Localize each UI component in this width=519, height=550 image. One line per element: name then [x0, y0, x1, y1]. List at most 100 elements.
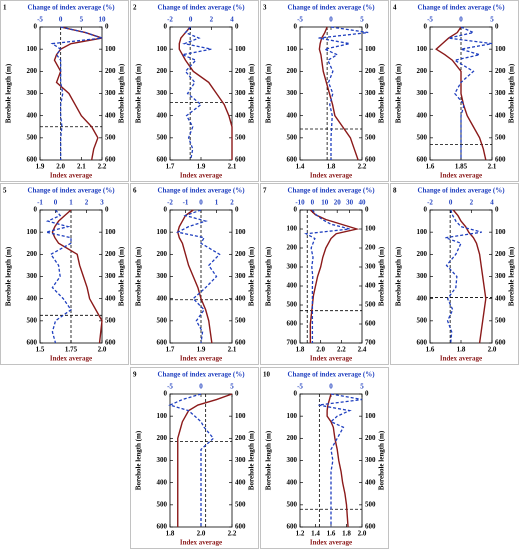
x-tick-label: 2.2: [98, 163, 107, 171]
y-tick-label: 400: [157, 111, 168, 119]
y-axis-label: Borehole length (m): [135, 63, 143, 123]
x2-tick-label: -2: [167, 199, 173, 207]
y2-axis-label: Borehole length (m): [508, 63, 516, 123]
x2-tick-label: -1: [37, 199, 43, 207]
y-axis-label: Borehole length (m): [265, 430, 273, 490]
y-tick-label: 300: [157, 272, 168, 280]
panel-label: 4: [393, 4, 397, 12]
y2-tick-label: 0: [495, 23, 499, 31]
y-tick-label: 300: [27, 89, 38, 97]
change-line: [50, 26, 103, 160]
y-tick-label: 600: [27, 156, 38, 164]
y-axis-label: Borehole length (m): [135, 246, 143, 306]
x2-tick-label: 10: [321, 199, 329, 207]
y-tick-label: 500: [27, 133, 38, 141]
y2-tick-label: 0: [365, 23, 369, 31]
x-tick-label: 2.1: [228, 163, 237, 171]
panel-label: 5: [3, 187, 7, 195]
x2-tick-label: 2: [230, 199, 234, 207]
y2-tick-label: 500: [105, 316, 116, 324]
y-tick-label: 500: [157, 133, 168, 141]
x-tick-label: 1.9: [197, 346, 206, 354]
y-tick-label: 200: [417, 250, 428, 258]
x2-axis-label: Change of index average (%): [417, 187, 505, 195]
x2-axis-label: Change of index average (%): [157, 4, 245, 12]
x2-axis-label: Change of index average (%): [287, 371, 375, 379]
x2-tick-label: -2: [427, 199, 433, 207]
y-tick-label: 400: [287, 478, 298, 486]
y-tick-label: 600: [417, 156, 428, 164]
y2-tick-label: 600: [495, 339, 506, 347]
y2-tick-label: 0: [235, 23, 239, 31]
y2-tick-label: 400: [495, 294, 506, 302]
x2-tick-label: -5: [427, 16, 433, 24]
change-line: [168, 393, 215, 527]
change-line: [445, 209, 482, 344]
y2-tick-label: 600: [365, 156, 376, 164]
x-axis-label: Index average: [310, 172, 352, 180]
y2-axis-label: Borehole length (m): [248, 246, 256, 306]
panel-border: [130, 367, 259, 549]
y2-tick-label: 0: [365, 390, 369, 398]
y-tick-label: 200: [27, 250, 38, 258]
y2-axis-label: Borehole length (m): [508, 246, 516, 306]
y-tick-label: 300: [417, 89, 428, 97]
index-line: [326, 393, 349, 528]
y-tick-label: 500: [157, 500, 168, 508]
x2-tick-label: 40: [359, 199, 367, 207]
x2-tick-label: 0: [329, 16, 333, 24]
x2-tick-label: 10: [99, 16, 107, 24]
x-axis-label: Index average: [440, 355, 482, 363]
x-tick-label: 1.6: [426, 163, 435, 171]
panel-border: [260, 0, 389, 182]
y-tick-label: 600: [157, 156, 168, 164]
x-axis-label: Index average: [440, 172, 482, 180]
x2-tick-label: 0: [199, 383, 203, 391]
x-axis-label: Index average: [50, 355, 92, 363]
panel-border: [0, 183, 129, 365]
change-line: [180, 26, 212, 161]
y-tick-label: 300: [157, 456, 168, 464]
index-line: [177, 209, 213, 344]
panel-label: 6: [133, 187, 137, 195]
y2-tick-label: 600: [235, 156, 246, 164]
y-tick-label: 300: [417, 272, 428, 280]
y2-tick-label: 500: [495, 133, 506, 141]
y-tick-label: 200: [287, 244, 298, 252]
y2-tick-label: 200: [235, 434, 246, 442]
y-tick-label: 0: [294, 23, 298, 31]
y2-tick-label: 200: [495, 67, 506, 75]
x-axis-label: Index average: [310, 539, 352, 547]
y-tick-label: 100: [417, 228, 428, 236]
x-tick-label: 1.8: [166, 530, 175, 538]
y-axis-label: Borehole length (m): [395, 246, 403, 306]
index-line: [318, 26, 359, 161]
x-tick-label: 1.75: [65, 346, 78, 354]
x-tick-label: 1.9: [197, 163, 206, 171]
y-tick-label: 300: [287, 263, 298, 271]
panel-border: [0, 0, 129, 182]
x-axis-label: Index average: [180, 539, 222, 547]
x-tick-label: 1.7: [166, 346, 175, 354]
index-line: [53, 26, 103, 161]
change-line: [318, 393, 363, 527]
y2-tick-label: 600: [105, 156, 116, 164]
panel-border: [130, 183, 259, 365]
x-tick-label: 2.1: [228, 346, 237, 354]
y2-tick-label: 100: [105, 228, 116, 236]
y-axis-label: Borehole length (m): [5, 246, 13, 306]
y-tick-label: 500: [27, 316, 38, 324]
x-tick-label: 2.0: [488, 346, 497, 354]
y-tick-label: 600: [157, 339, 168, 347]
y2-tick-label: 500: [495, 316, 506, 324]
change-line: [304, 209, 350, 343]
y2-axis-label: Borehole length (m): [378, 63, 386, 123]
y2-tick-label: 200: [495, 250, 506, 258]
y2-tick-label: 500: [235, 316, 246, 324]
y-tick-label: 500: [417, 133, 428, 141]
x-tick-label: 2.2: [228, 530, 237, 538]
y2-tick-label: 700: [365, 339, 376, 347]
y2-tick-label: 300: [495, 89, 506, 97]
x2-tick-label: -5: [297, 383, 303, 391]
change-line: [175, 209, 221, 344]
